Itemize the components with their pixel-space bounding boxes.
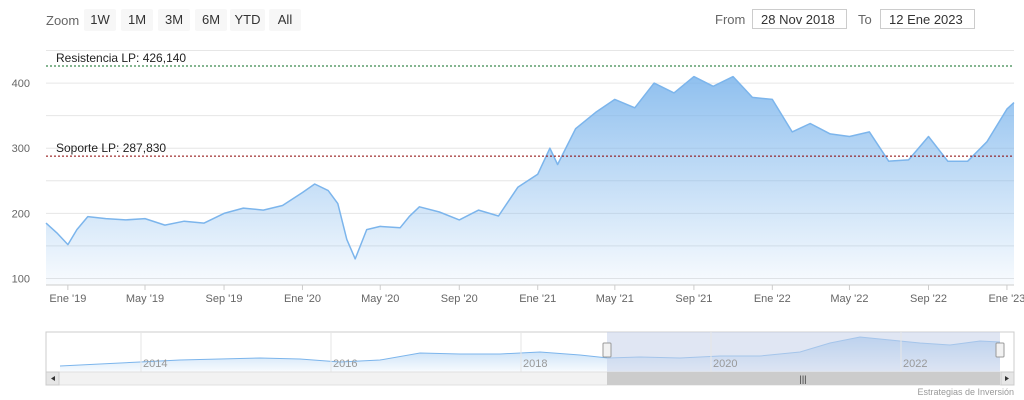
- x-tick-label: Ene '22: [754, 293, 791, 305]
- y-tick-label: 100: [12, 273, 30, 285]
- support-label: Soporte LP: 287,830: [56, 141, 166, 155]
- x-tick-label: May '19: [126, 293, 164, 305]
- from-date-input[interactable]: 28 Nov 2018: [752, 9, 847, 29]
- resistance-label: Resistencia LP: 426,140: [56, 51, 186, 65]
- navigator-left-handle[interactable]: [602, 342, 612, 358]
- x-tick-label: May '22: [830, 293, 868, 305]
- zoom-label: Zoom: [46, 13, 80, 28]
- navigator-tick-label: 2018: [523, 358, 547, 370]
- zoom-ytd-button[interactable]: YTD: [230, 9, 265, 31]
- x-tick-label: Ene '19: [49, 293, 86, 305]
- x-tick-label: Ene '21: [519, 293, 556, 305]
- zoom-all-button[interactable]: All: [269, 9, 301, 31]
- y-tick-label: 400: [12, 78, 30, 90]
- zoom-3m-button[interactable]: 3M: [158, 9, 190, 31]
- y-tick-label: 200: [12, 208, 30, 220]
- navigator-tick-label: 2022: [903, 358, 927, 370]
- navigator-tick-label: 2020: [713, 358, 737, 370]
- range-selector-toolbar: Zoom 1W 1M 3M 6M YTD All From 28 Nov 201…: [0, 0, 1024, 44]
- credits-label: Estrategias de Inversión: [917, 387, 1014, 397]
- x-tick-label: May '20: [361, 293, 399, 305]
- zoom-1w-button[interactable]: 1W: [84, 9, 116, 31]
- navigator-selection: [607, 332, 1000, 372]
- navigator-tick-label: 2014: [143, 358, 167, 370]
- scrollbar-grip-icon: |||: [799, 374, 806, 384]
- navigator-tick-label: 2016: [333, 358, 357, 370]
- arrow-right-icon: [1005, 376, 1009, 381]
- x-tick-label: May '21: [596, 293, 634, 305]
- x-tick-label: Ene '23: [988, 293, 1024, 305]
- series-line: [45, 75, 1015, 260]
- x-tick-label: Ene '20: [284, 293, 321, 305]
- arrow-left-icon: [51, 376, 55, 381]
- x-tick-label: Sep '20: [441, 293, 478, 305]
- zoom-1m-button[interactable]: 1M: [121, 9, 153, 31]
- zoom-6m-button[interactable]: 6M: [195, 9, 227, 31]
- scrollbar-thumb[interactable]: [607, 372, 1000, 385]
- navigator-right-handle[interactable]: [995, 342, 1005, 358]
- y-tick-label: 300: [12, 143, 30, 155]
- x-tick-label: Sep '21: [675, 293, 712, 305]
- x-tick-label: Sep '19: [206, 293, 243, 305]
- x-tick-label: Sep '22: [910, 293, 947, 305]
- to-label: To: [858, 12, 872, 27]
- to-date-input[interactable]: 12 Ene 2023: [880, 9, 975, 29]
- series-area: [46, 76, 1014, 285]
- from-label: From: [715, 12, 746, 27]
